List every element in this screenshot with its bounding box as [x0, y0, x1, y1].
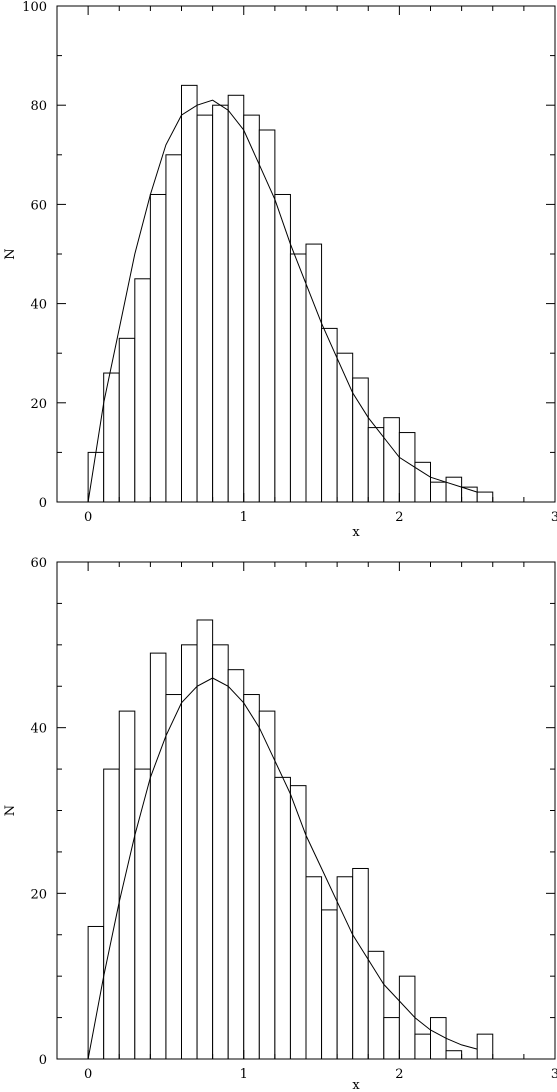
bottom-x-tick-label: 3: [551, 1067, 557, 1082]
bottom-histogram-bar: [367, 950, 385, 1060]
top-histogram-bar: [367, 427, 385, 503]
bottom-histogram-bar: [227, 669, 245, 1060]
top-y-tick-label: 80: [30, 99, 47, 114]
bottom-histogram-bar: [149, 652, 167, 1060]
top-histogram-bar: [212, 104, 229, 503]
top-y-tick-label: 40: [30, 298, 47, 313]
bottom-histogram-bar: [212, 644, 229, 1060]
bottom-y-tick-label: 0: [39, 1053, 47, 1068]
bottom-histogram-bar: [305, 876, 323, 1060]
top-x-tick-label: 1: [240, 510, 248, 525]
top-histogram-bar: [398, 432, 416, 503]
top-y-tick-label: 20: [30, 397, 47, 412]
top-histogram-bar: [134, 278, 151, 503]
top-x-tick-label: 2: [395, 510, 403, 525]
top-histogram-bar: [149, 193, 167, 503]
bottom-histogram-bar: [445, 1050, 463, 1060]
top-histogram-bar: [196, 114, 214, 503]
bottom-histogram-bar: [352, 867, 369, 1060]
bottom-x-tick-label: 2: [395, 1067, 403, 1082]
bottom-histogram-bar: [181, 644, 198, 1060]
bottom-histogram-panel: 0 1 2 3 0 20 40 60 x N: [0, 546, 557, 1092]
top-x-axis-label: x: [352, 525, 360, 540]
bottom-fit-curve: [87, 677, 478, 1060]
top-histogram-bar: [445, 476, 463, 503]
top-histogram-bar: [258, 129, 276, 503]
bottom-histogram-bar: [383, 1017, 400, 1060]
top-histogram-bar: [476, 491, 494, 503]
bottom-histogram-bar: [243, 694, 260, 1060]
bottom-histogram-bar: [274, 776, 291, 1060]
top-x-tick-label: 0: [84, 510, 92, 525]
top-y-tick-label: 100: [22, 0, 47, 15]
bottom-histogram-bar: [87, 925, 105, 1060]
bottom-histogram-bar: [414, 1033, 431, 1060]
bottom-x-axis-label: x: [352, 1078, 360, 1092]
bottom-histogram-bar: [398, 975, 416, 1060]
bottom-histogram-bar: [165, 694, 182, 1060]
bottom-x-tick-label: 1: [240, 1067, 248, 1082]
bottom-histogram-bar: [321, 909, 338, 1060]
bottom-y-tick-label: 20: [30, 887, 47, 902]
bottom-histogram-bar: [289, 785, 307, 1060]
top-histogram-bar: [383, 417, 400, 503]
top-x-tick-label: 3: [551, 510, 557, 525]
top-histogram-bar: [274, 193, 291, 503]
bottom-histogram-svg: 0 1 2 3 0 20 40 60 x N: [3, 556, 557, 1092]
bottom-y-axis-label: N: [3, 805, 18, 816]
top-histogram-bar: [289, 253, 307, 503]
top-histogram-panel: 0 1 2 3 0 20 40 60 80 100 x N: [3, 0, 557, 540]
bottom-histogram-bar: [476, 1033, 494, 1060]
top-histogram-bar: [305, 243, 323, 503]
top-y-tick-label: 0: [39, 496, 47, 511]
top-y-axis-label: N: [3, 248, 18, 259]
bottom-histogram-bar: [430, 1017, 447, 1060]
bottom-x-tick-label: 0: [84, 1067, 92, 1082]
top-histogram-bar: [243, 114, 260, 503]
top-histogram-bar: [87, 451, 105, 503]
top-histogram-bar: [227, 94, 245, 503]
top-fit-curve: [87, 99, 478, 503]
top-histogram-bar: [430, 481, 447, 503]
bottom-histogram-bar: [134, 768, 151, 1060]
bottom-histogram-bar: [118, 710, 136, 1060]
bottom-histogram-bar: [196, 619, 214, 1060]
bottom-y-tick-label: 40: [30, 722, 47, 737]
bottom-histogram-bar: [336, 876, 354, 1060]
top-histogram-bar: [321, 327, 338, 503]
bottom-y-tick-label: 60: [30, 556, 47, 571]
top-histogram-bar: [165, 154, 182, 503]
top-y-tick-label: 60: [30, 198, 47, 213]
top-histogram-bar: [181, 84, 198, 503]
top-histogram-svg: 0 1 2 3 0 20 40 60 80 100 x N: [3, 0, 557, 540]
bottom-histogram-bar: [258, 710, 276, 1060]
top-histogram-bar: [118, 337, 136, 503]
